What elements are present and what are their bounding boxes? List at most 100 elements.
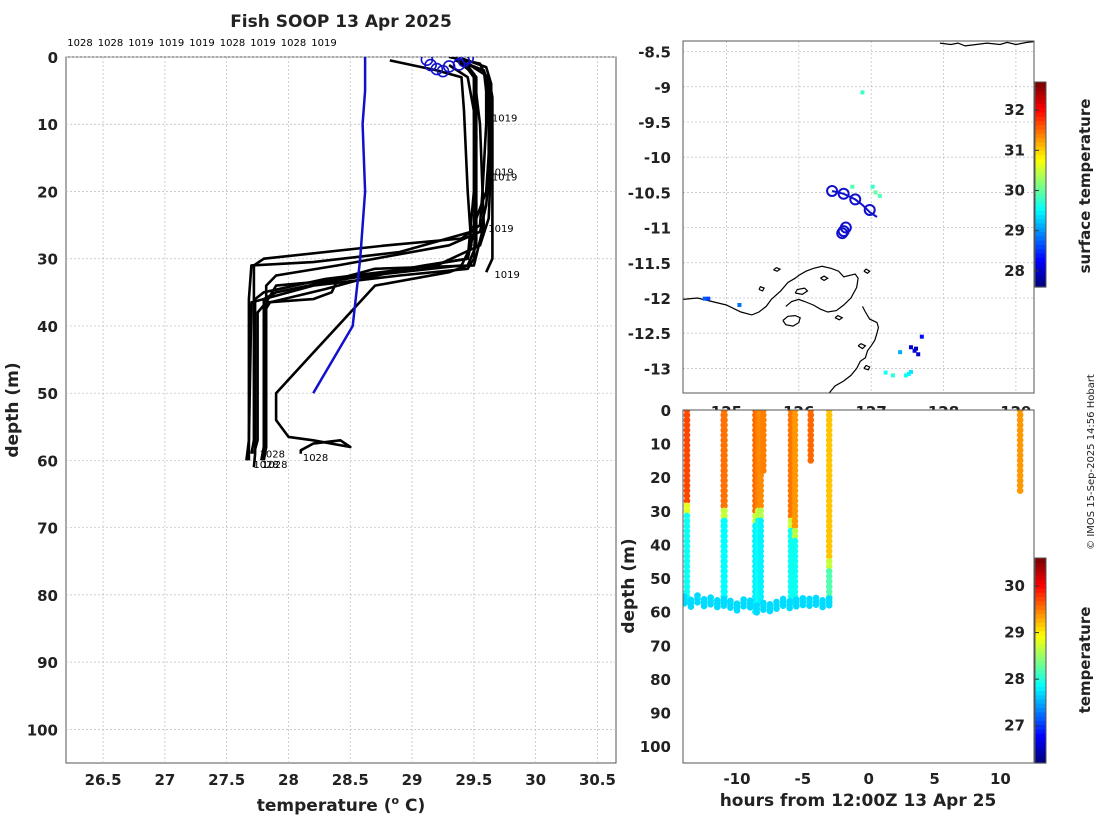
time-depth-x-tick-label: -10 <box>723 770 750 788</box>
time-depth-colorbar-band <box>1035 758 1046 764</box>
temperature-sample <box>791 452 799 459</box>
time-depth-y-tick-label: 30 <box>650 503 671 521</box>
temperature-sample <box>721 487 728 494</box>
sst-marker <box>706 296 711 301</box>
map-colorbar-band <box>1035 146 1046 151</box>
time-depth-colorbar-band <box>1035 558 1046 563</box>
vessel-position-marker <box>863 203 876 216</box>
temperature-sample <box>1016 436 1024 444</box>
map-colorbar-tick-label: 28 <box>1004 262 1025 280</box>
time-depth-colorbar-band <box>1035 604 1046 610</box>
time-depth-y-tick-label: 80 <box>650 671 671 689</box>
temperature-sample <box>1016 426 1024 434</box>
profile-y-label: depth (m) <box>3 362 23 457</box>
temperature-sample <box>760 447 767 454</box>
temperature-sample <box>825 578 833 585</box>
temperature-sample <box>1016 487 1024 494</box>
temperature-sample <box>791 532 799 540</box>
temperature-sample <box>760 457 767 464</box>
surface-position-marker <box>457 57 471 68</box>
temperature-sample <box>757 497 765 505</box>
temperature-sample <box>807 447 815 454</box>
profile-y-tick-label: 80 <box>37 587 58 605</box>
map-colorbar-band <box>1035 154 1046 160</box>
sst-marker <box>903 373 908 378</box>
bottom-temperature-sample <box>799 601 807 609</box>
map-colorbar-band <box>1035 82 1046 87</box>
temperature-sample <box>683 547 691 555</box>
time-depth-colorbar-band <box>1035 741 1046 747</box>
temperature-sample <box>683 487 691 494</box>
bottom-temperature-sample <box>812 601 820 608</box>
time-depth-colorbar-band <box>1035 660 1046 666</box>
time-depth-colorbar-tick-label: 28 <box>1004 670 1025 688</box>
temperature-sample <box>1016 452 1024 459</box>
time-depth-colorbar-band <box>1035 677 1046 683</box>
map-y-ticks: -8.5 -9 -9.5 -10 -10.5 -11 -11.5 -12 -12.5 -13 <box>628 44 671 379</box>
temperature-sample <box>721 411 728 419</box>
map-colorbar-band <box>1035 133 1046 139</box>
temperature-sample <box>825 487 833 494</box>
top-cast-label: 1019 <box>189 38 214 49</box>
climatology-profile-line <box>312 57 367 394</box>
temperature-sample <box>683 492 691 500</box>
temperature-sample <box>791 416 799 424</box>
temperature-sample <box>825 568 833 575</box>
map-colorbar: 28 29 30 31 32 <box>1004 81 1047 288</box>
temperature-sample <box>683 502 691 510</box>
temperature-sample <box>825 411 833 419</box>
time-depth-colorbar-band <box>1035 754 1046 760</box>
profile-y-tick-label: 70 <box>37 520 58 538</box>
temperature-sample <box>1016 447 1024 454</box>
temperature-sample <box>791 497 799 505</box>
temperature-sample <box>760 452 767 459</box>
temperature-sample <box>791 522 799 530</box>
time-depth-y-tick-label: 40 <box>650 536 671 554</box>
sst-marker <box>906 371 911 376</box>
temperature-sample <box>721 557 728 565</box>
temperature-sample <box>757 537 765 545</box>
temperature-sample <box>757 517 765 525</box>
map-colorbar-band <box>1035 124 1046 130</box>
temperature-sample <box>807 416 815 424</box>
temperature-sample <box>791 527 799 535</box>
time-depth-y-ticks: 0 10 20 30 40 50 60 70 80 90 100 <box>640 402 671 756</box>
temperature-profile-line <box>260 58 476 461</box>
temperature-sample <box>721 563 728 570</box>
map-colorbar-band <box>1035 278 1046 284</box>
map-colorbar-tick-label: 32 <box>1004 101 1025 119</box>
coastline <box>820 275 829 282</box>
map-y-tick-label: -9.5 <box>638 114 671 132</box>
map-colorbar-band <box>1035 197 1046 203</box>
temperature-sample <box>825 482 833 489</box>
temperature-sample <box>825 421 833 429</box>
profile-y-ticks: 0 10 20 30 40 50 60 70 80 90 100 <box>27 49 58 739</box>
temperature-sample <box>683 497 691 505</box>
temperature-sample <box>721 416 728 424</box>
time-depth-x-tick-label: 5 <box>929 770 939 788</box>
bottom-temperature-sample <box>683 600 688 607</box>
map-colorbar-tick-label: 29 <box>1004 222 1025 240</box>
map-frame <box>682 40 1035 394</box>
profile-y-tick-label: 0 <box>48 49 58 67</box>
temperature-sample <box>683 416 691 424</box>
time-depth-x-tick-label: 10 <box>990 770 1011 788</box>
map-y-tick-label: -9 <box>654 79 671 97</box>
map-colorbar-band <box>1035 218 1046 224</box>
temperature-sample <box>825 447 833 454</box>
bottom-temperature-sample <box>720 602 728 609</box>
time-depth-y-tick-label: 100 <box>640 738 671 756</box>
time-depth-colorbar-band <box>1035 609 1046 615</box>
sst-marker <box>850 184 855 189</box>
temperature-sample <box>791 537 799 545</box>
vessel-position-marker <box>837 187 850 200</box>
profile-x-tick-label: 27.5 <box>208 771 245 789</box>
time-depth-colorbar-band <box>1035 626 1046 632</box>
map-colorbar-band <box>1035 107 1046 113</box>
top-cast-label: 1028 <box>281 38 306 49</box>
temperature-sample <box>721 537 728 545</box>
credit-text: © IMOS 15-Sep-2025 14:56 Hobart <box>1086 374 1097 550</box>
time-depth-colorbar-band <box>1035 690 1046 696</box>
sst-marker <box>877 193 882 198</box>
temperature-sample <box>683 431 691 439</box>
